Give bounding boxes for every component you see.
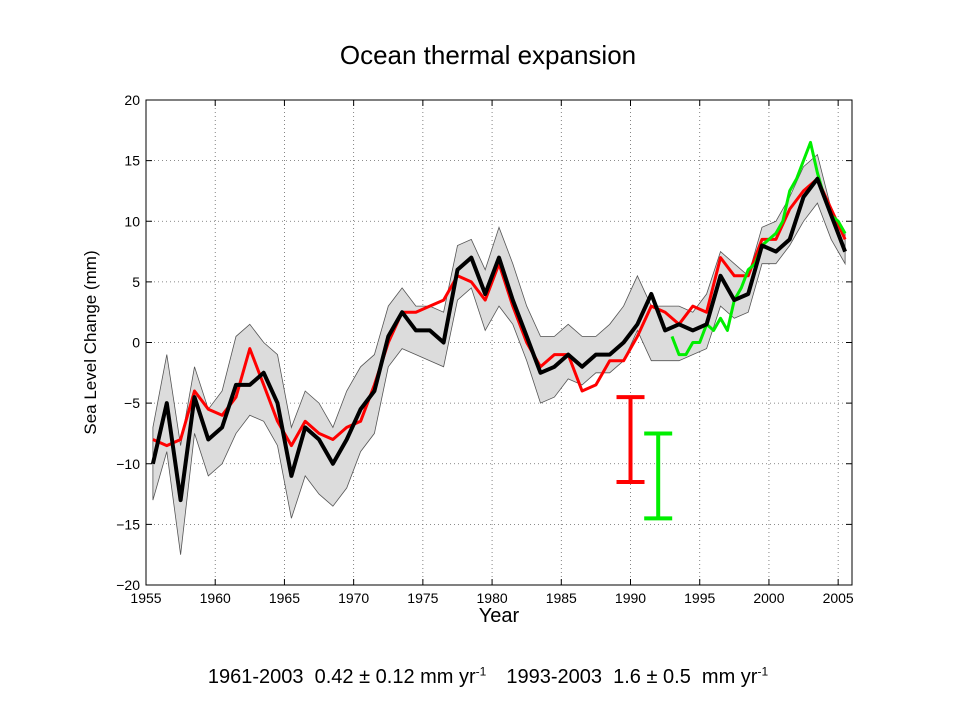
error-bars	[616, 395, 673, 521]
chart-title: Ocean thermal expansion	[339, 40, 637, 70]
green-trend-text: 1993-2003 1.6 ± 0.5 mm yr-1	[506, 664, 769, 688]
uncertainty-band-area	[152, 153, 846, 555]
x-axis-label: Year	[479, 605, 520, 627]
red-rate: 0.42 ± 0.12 mm yr	[314, 665, 476, 688]
green-period: 1993-2003	[506, 665, 602, 688]
uncertainty-band	[152, 153, 846, 555]
trend-caption: 1961-2003 0.42 ± 0.12 mm yr-1 1993-2003 1…	[0, 664, 960, 689]
x-tick-label: 1955	[130, 590, 161, 606]
x-tick-label: 1965	[269, 590, 300, 606]
green-rate: 1.6 ± 0.5 mm yr	[613, 665, 758, 688]
red-rate-exponent: -1	[475, 664, 487, 678]
x-tick-label: 1960	[200, 590, 231, 606]
x-tick-label: 1990	[615, 590, 646, 606]
y-tick-label: −10	[116, 456, 140, 472]
y-tick-label: −20	[116, 577, 140, 593]
x-tick-label: 1995	[684, 590, 715, 606]
y-tick-label: 15	[124, 153, 140, 169]
series-lines	[150, 140, 847, 503]
x-tick-label: 1985	[546, 590, 577, 606]
y-tick-label: −5	[124, 395, 140, 411]
x-tick-label: 1970	[338, 590, 369, 606]
x-tick-label: 2000	[753, 590, 784, 606]
y-tick-label: −15	[116, 516, 140, 532]
y-tick-label: 5	[132, 274, 140, 290]
x-tick-label: 2005	[823, 590, 854, 606]
y-axis-label: Sea Level Change (mm)	[81, 250, 100, 434]
x-tick-label: 1980	[477, 590, 508, 606]
y-tick-label: 0	[132, 335, 140, 351]
y-tick-label: 10	[124, 213, 140, 229]
axis-ticks: 1955 1960 1965 1970 1975 1980 1985 1990 1995 2000…	[116, 92, 854, 606]
red-trend-text: 1961-2003 0.42 ± 0.12 mm yr-1	[207, 664, 487, 688]
red-period: 1961-2003	[207, 665, 304, 688]
series-line-000000	[150, 176, 847, 503]
x-tick-label: 1975	[407, 590, 438, 606]
green-rate-exponent: -1	[757, 664, 769, 678]
y-tick-label: 20	[124, 92, 140, 108]
